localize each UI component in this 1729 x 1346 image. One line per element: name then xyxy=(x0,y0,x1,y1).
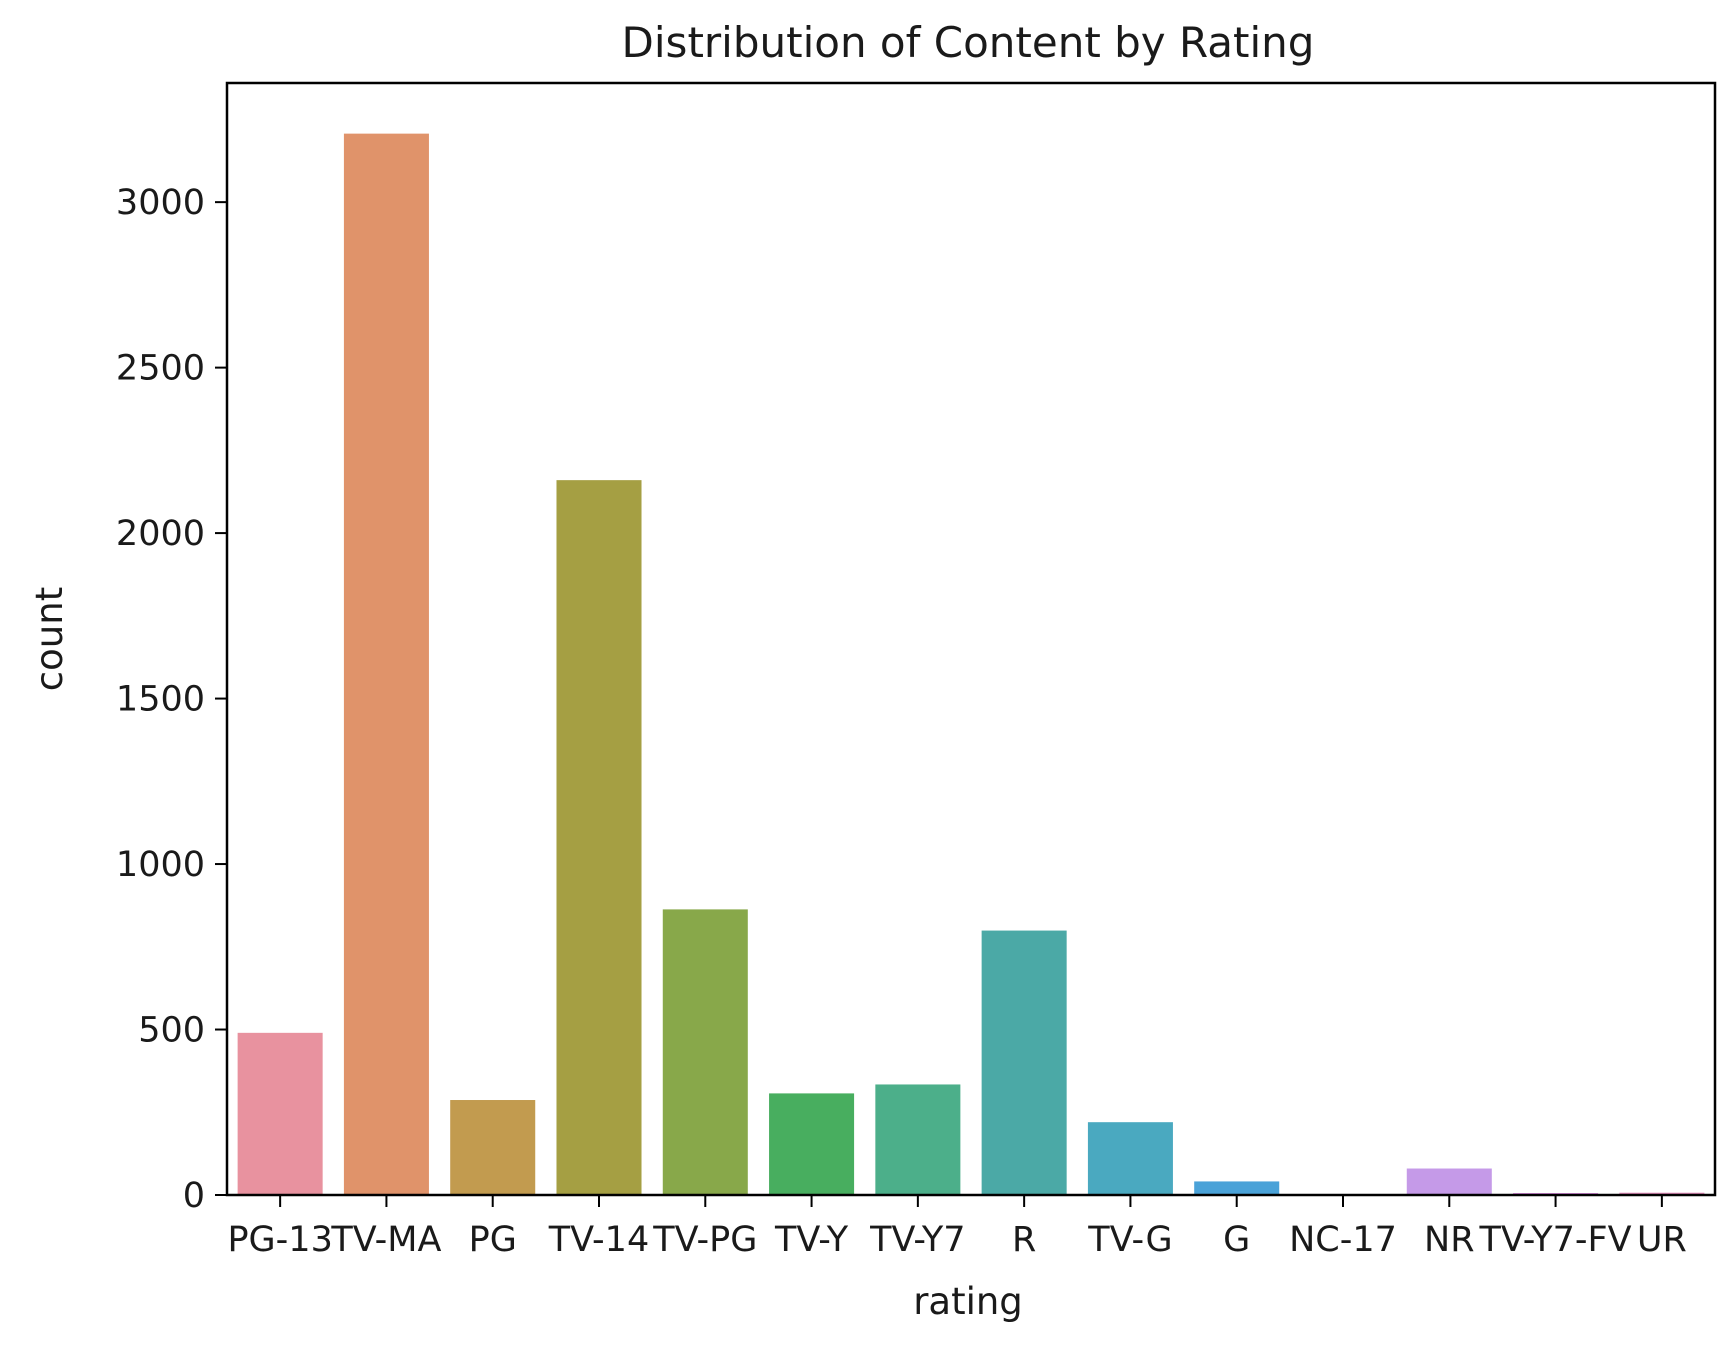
x-tick-label: TV-Y7 xyxy=(869,1220,965,1260)
bar-pg-13 xyxy=(237,1032,323,1195)
x-axis-label: rating xyxy=(913,1280,1023,1323)
y-tick-label: 1500 xyxy=(116,680,205,720)
y-tick-label: 1000 xyxy=(116,845,205,885)
y-axis-label: count xyxy=(28,587,71,691)
x-tick-label: PG-13 xyxy=(227,1220,332,1260)
bar-pg xyxy=(450,1100,536,1195)
bar-r xyxy=(981,930,1067,1195)
plot-frame xyxy=(225,81,1717,1197)
x-tick-label: NR xyxy=(1424,1220,1475,1260)
x-tick-label: G xyxy=(1223,1220,1250,1260)
x-tick-label: TV-Y xyxy=(774,1220,849,1260)
bar-tv-y7 xyxy=(875,1084,961,1195)
x-tick-label: TV-MA xyxy=(330,1220,441,1260)
y-tick-label: 3000 xyxy=(116,183,205,223)
bar-g xyxy=(1194,1181,1280,1195)
x-tick-label: UR xyxy=(1637,1220,1687,1260)
x-tick-label: R xyxy=(1012,1220,1036,1260)
y-tick-label: 500 xyxy=(138,1011,205,1051)
y-tick-label: 2000 xyxy=(116,514,205,554)
x-tick-label: NC-17 xyxy=(1289,1220,1397,1260)
bar-tv-g xyxy=(1087,1122,1173,1195)
y-tick-label: 2500 xyxy=(116,349,205,389)
chart-title: Distribution of Content by Rating xyxy=(622,18,1315,67)
x-tick-label: TV-Y7-FV xyxy=(1479,1220,1632,1260)
x-tick-label: TV-14 xyxy=(548,1220,649,1260)
x-tick-label: TV-G xyxy=(1087,1220,1172,1260)
x-tick-label: PG xyxy=(469,1220,517,1260)
bars-layer xyxy=(237,133,1705,1196)
bar-nr xyxy=(1406,1168,1492,1195)
bar-tv-14 xyxy=(556,480,642,1196)
x-tick-label: TV-PG xyxy=(652,1220,757,1260)
y-tick-label: 0 xyxy=(183,1176,205,1216)
bar-tv-ma xyxy=(343,133,429,1195)
bar-tv-y xyxy=(769,1093,855,1195)
bar-tv-pg xyxy=(662,909,748,1195)
